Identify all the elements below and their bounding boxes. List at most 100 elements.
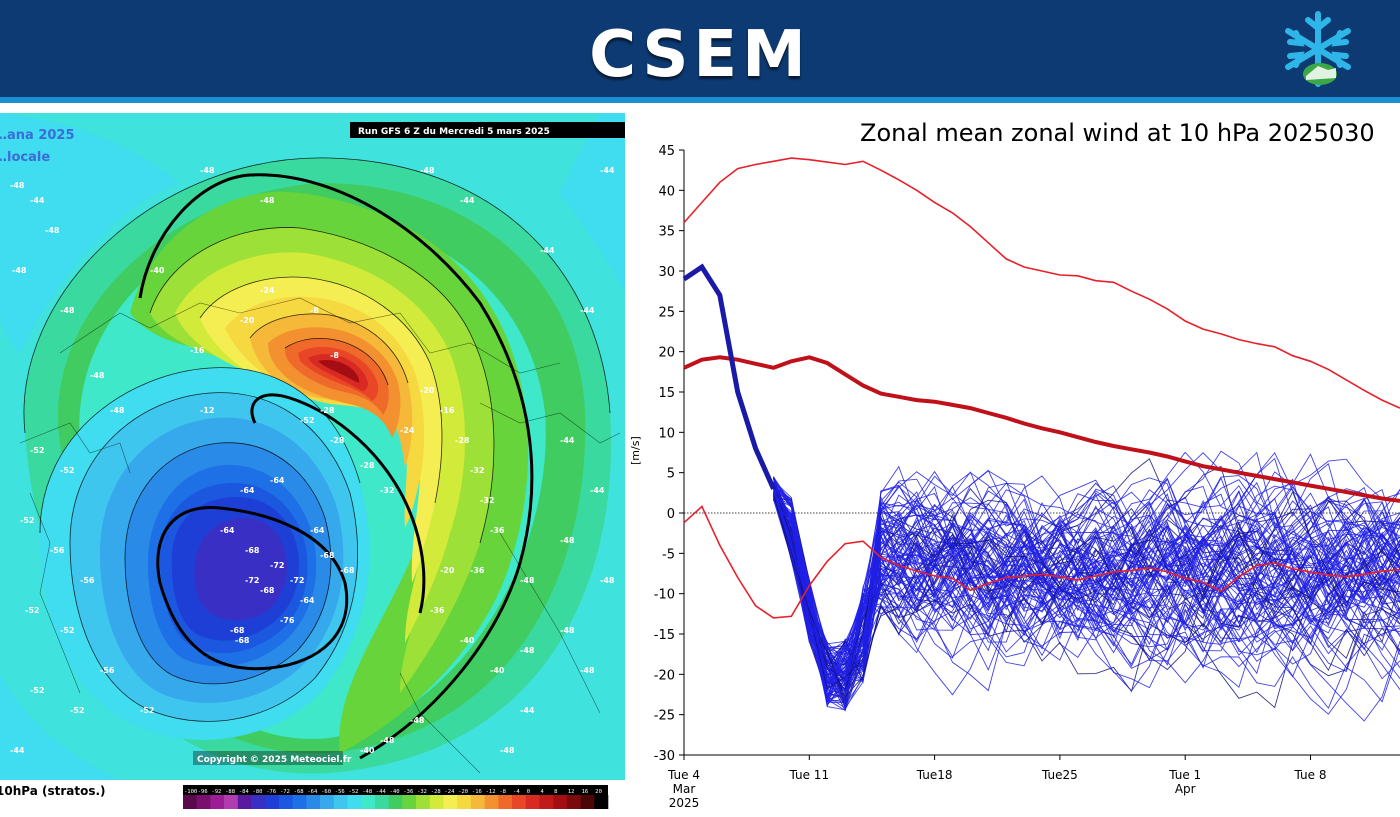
contour-value-label: -40 — [360, 746, 375, 755]
y-tick-label: 10 — [658, 426, 675, 441]
y-tick-label: -15 — [654, 628, 675, 643]
contour-value-label: -48 — [380, 736, 395, 745]
y-tick-label: 20 — [658, 346, 675, 361]
colorbar-swatch — [388, 795, 403, 809]
contour-value-label: -20 — [240, 316, 255, 325]
contour-value-label: -48 — [420, 166, 435, 175]
contour-value-label: -52 — [30, 686, 44, 695]
colorbar-swatch — [457, 795, 472, 809]
colorbar-swatch — [470, 795, 485, 809]
contour-value-label: -40 — [490, 666, 505, 675]
chart-title: Zonal mean zonal wind at 10 hPa 2025030 — [860, 119, 1375, 147]
y-tick-label: -20 — [654, 668, 675, 683]
y-tick-label: 0 — [667, 507, 675, 522]
contour-value-label: -32 — [380, 486, 394, 495]
colorbar-swatch — [306, 795, 321, 809]
contour-value-label: -44 — [30, 196, 45, 205]
contour-value-label: -64 — [300, 596, 315, 605]
ensemble-member-line — [773, 494, 1400, 700]
colorbar-swatch — [539, 795, 554, 809]
x-tick-label: Tue 8 — [1294, 768, 1327, 782]
colorbar-swatch — [429, 795, 444, 809]
brand-title: CSEM — [589, 18, 811, 92]
geopotential-map: -48-44-48-48-48-48-48-40-48-48-48-44-44-… — [0, 113, 625, 817]
y-tick-label: 25 — [658, 305, 675, 320]
x-tick-label: Tue18 — [916, 768, 953, 782]
colorbar-swatch — [265, 795, 280, 809]
colorbar-label: -8 — [499, 789, 506, 795]
ensemble-member-line — [773, 495, 1400, 693]
colorbar-swatch — [251, 795, 266, 809]
contour-value-label: -16 — [440, 406, 455, 415]
contour-value-label: -8 — [330, 351, 339, 360]
ensemble-members — [773, 450, 1400, 722]
contour-value-label: -64 — [270, 476, 285, 485]
contour-value-label: -64 — [220, 526, 235, 535]
contour-value-label: -44 — [460, 196, 475, 205]
colorbar-swatch — [292, 795, 307, 809]
contour-value-label: -56 — [50, 546, 65, 555]
ensemble-member-line — [773, 480, 1400, 685]
run-label-box — [350, 122, 625, 138]
contour-value-label: -44 — [600, 166, 615, 175]
run-label: Run GFS 6 Z du Mercredi 5 mars 2025 — [358, 127, 550, 137]
y-tick-label: 35 — [658, 225, 675, 240]
y-tick-label: -25 — [654, 709, 675, 724]
y-tick-label: -30 — [654, 749, 675, 764]
ensemble-member-line — [773, 485, 1400, 656]
map-side-label-2: …locale — [0, 150, 50, 165]
colorbar-swatch — [525, 795, 540, 809]
contour-value-label: -56 — [80, 576, 95, 585]
contour-value-label: -48 — [560, 626, 575, 635]
climatology-lines — [683, 157, 1400, 619]
contour-value-label: -48 — [110, 406, 125, 415]
colorbar-label: 16 — [582, 789, 589, 795]
colorbar-label: -92 — [211, 789, 221, 795]
y-tick-label: -10 — [654, 588, 675, 603]
y-tick-label: 45 — [658, 144, 675, 159]
y-tick-label: 5 — [667, 467, 675, 482]
colorbar-label: -60 — [321, 789, 331, 795]
climatology-min-line — [683, 505, 1400, 619]
ensemble-member-line — [773, 490, 1400, 690]
y-tick-label: 30 — [658, 265, 675, 280]
contour-value-label: -8 — [310, 306, 319, 315]
colorbar-swatch — [333, 795, 348, 809]
contour-value-label: -48 — [580, 666, 595, 675]
colorbar-swatch — [347, 795, 362, 809]
contour-value-label: -52 — [25, 606, 39, 615]
colorbar-label: -20 — [458, 789, 468, 795]
contour-value-label: -48 — [90, 371, 105, 380]
contour-value-label: -36 — [430, 606, 445, 615]
colorbar-label: 12 — [568, 789, 575, 795]
contour-value-label: -64 — [310, 526, 325, 535]
contour-value-label: -52 — [60, 466, 74, 475]
colorbar-label: -40 — [390, 789, 400, 795]
x-tick-label: Tue 4 — [667, 768, 700, 782]
contour-value-label: -68 — [235, 636, 250, 645]
contour-value-label: -48 — [500, 746, 515, 755]
contour-value-label: -28 — [360, 461, 375, 470]
x-tick-year: 2025 — [669, 796, 700, 810]
y-tick-label: 40 — [658, 184, 675, 199]
contour-value-label: -48 — [45, 226, 60, 235]
colorbar-swatch — [361, 795, 376, 809]
colorbar-label: -4 — [513, 789, 520, 795]
contour-value-label: -52 — [60, 626, 74, 635]
contour-value-label: -28 — [330, 436, 345, 445]
contour-value-label: -68 — [245, 546, 260, 555]
colorbar-label-strip — [183, 785, 608, 795]
colorbar-label: -32 — [417, 789, 427, 795]
contour-value-label: -44 — [540, 246, 555, 255]
x-tick-sublabel: Apr — [1175, 782, 1196, 796]
stratosphere-map-panel: -48 -44 -48 -48 -48 -48 -48 -40 -48 -48 -48 -44 -44-… — [0, 113, 625, 817]
ensemble-member-line — [773, 494, 1400, 694]
colorbar-label: -36 — [403, 789, 413, 795]
y-axis-label: [m/s] — [629, 436, 642, 465]
colorbar-swatch — [443, 795, 458, 809]
zonal-wind-chart-panel: Zonal mean zonal wind at 10 hPa 2025030 … — [628, 113, 1400, 817]
colorbar: -100 -96 -92 -88 -84 -80 -76 -72 -68 -64 -60 -56 -52… — [183, 785, 609, 809]
ensemble-member-line — [773, 457, 1400, 666]
contour-value-label: -68 — [340, 566, 355, 575]
colorbar-swatch — [594, 795, 609, 809]
